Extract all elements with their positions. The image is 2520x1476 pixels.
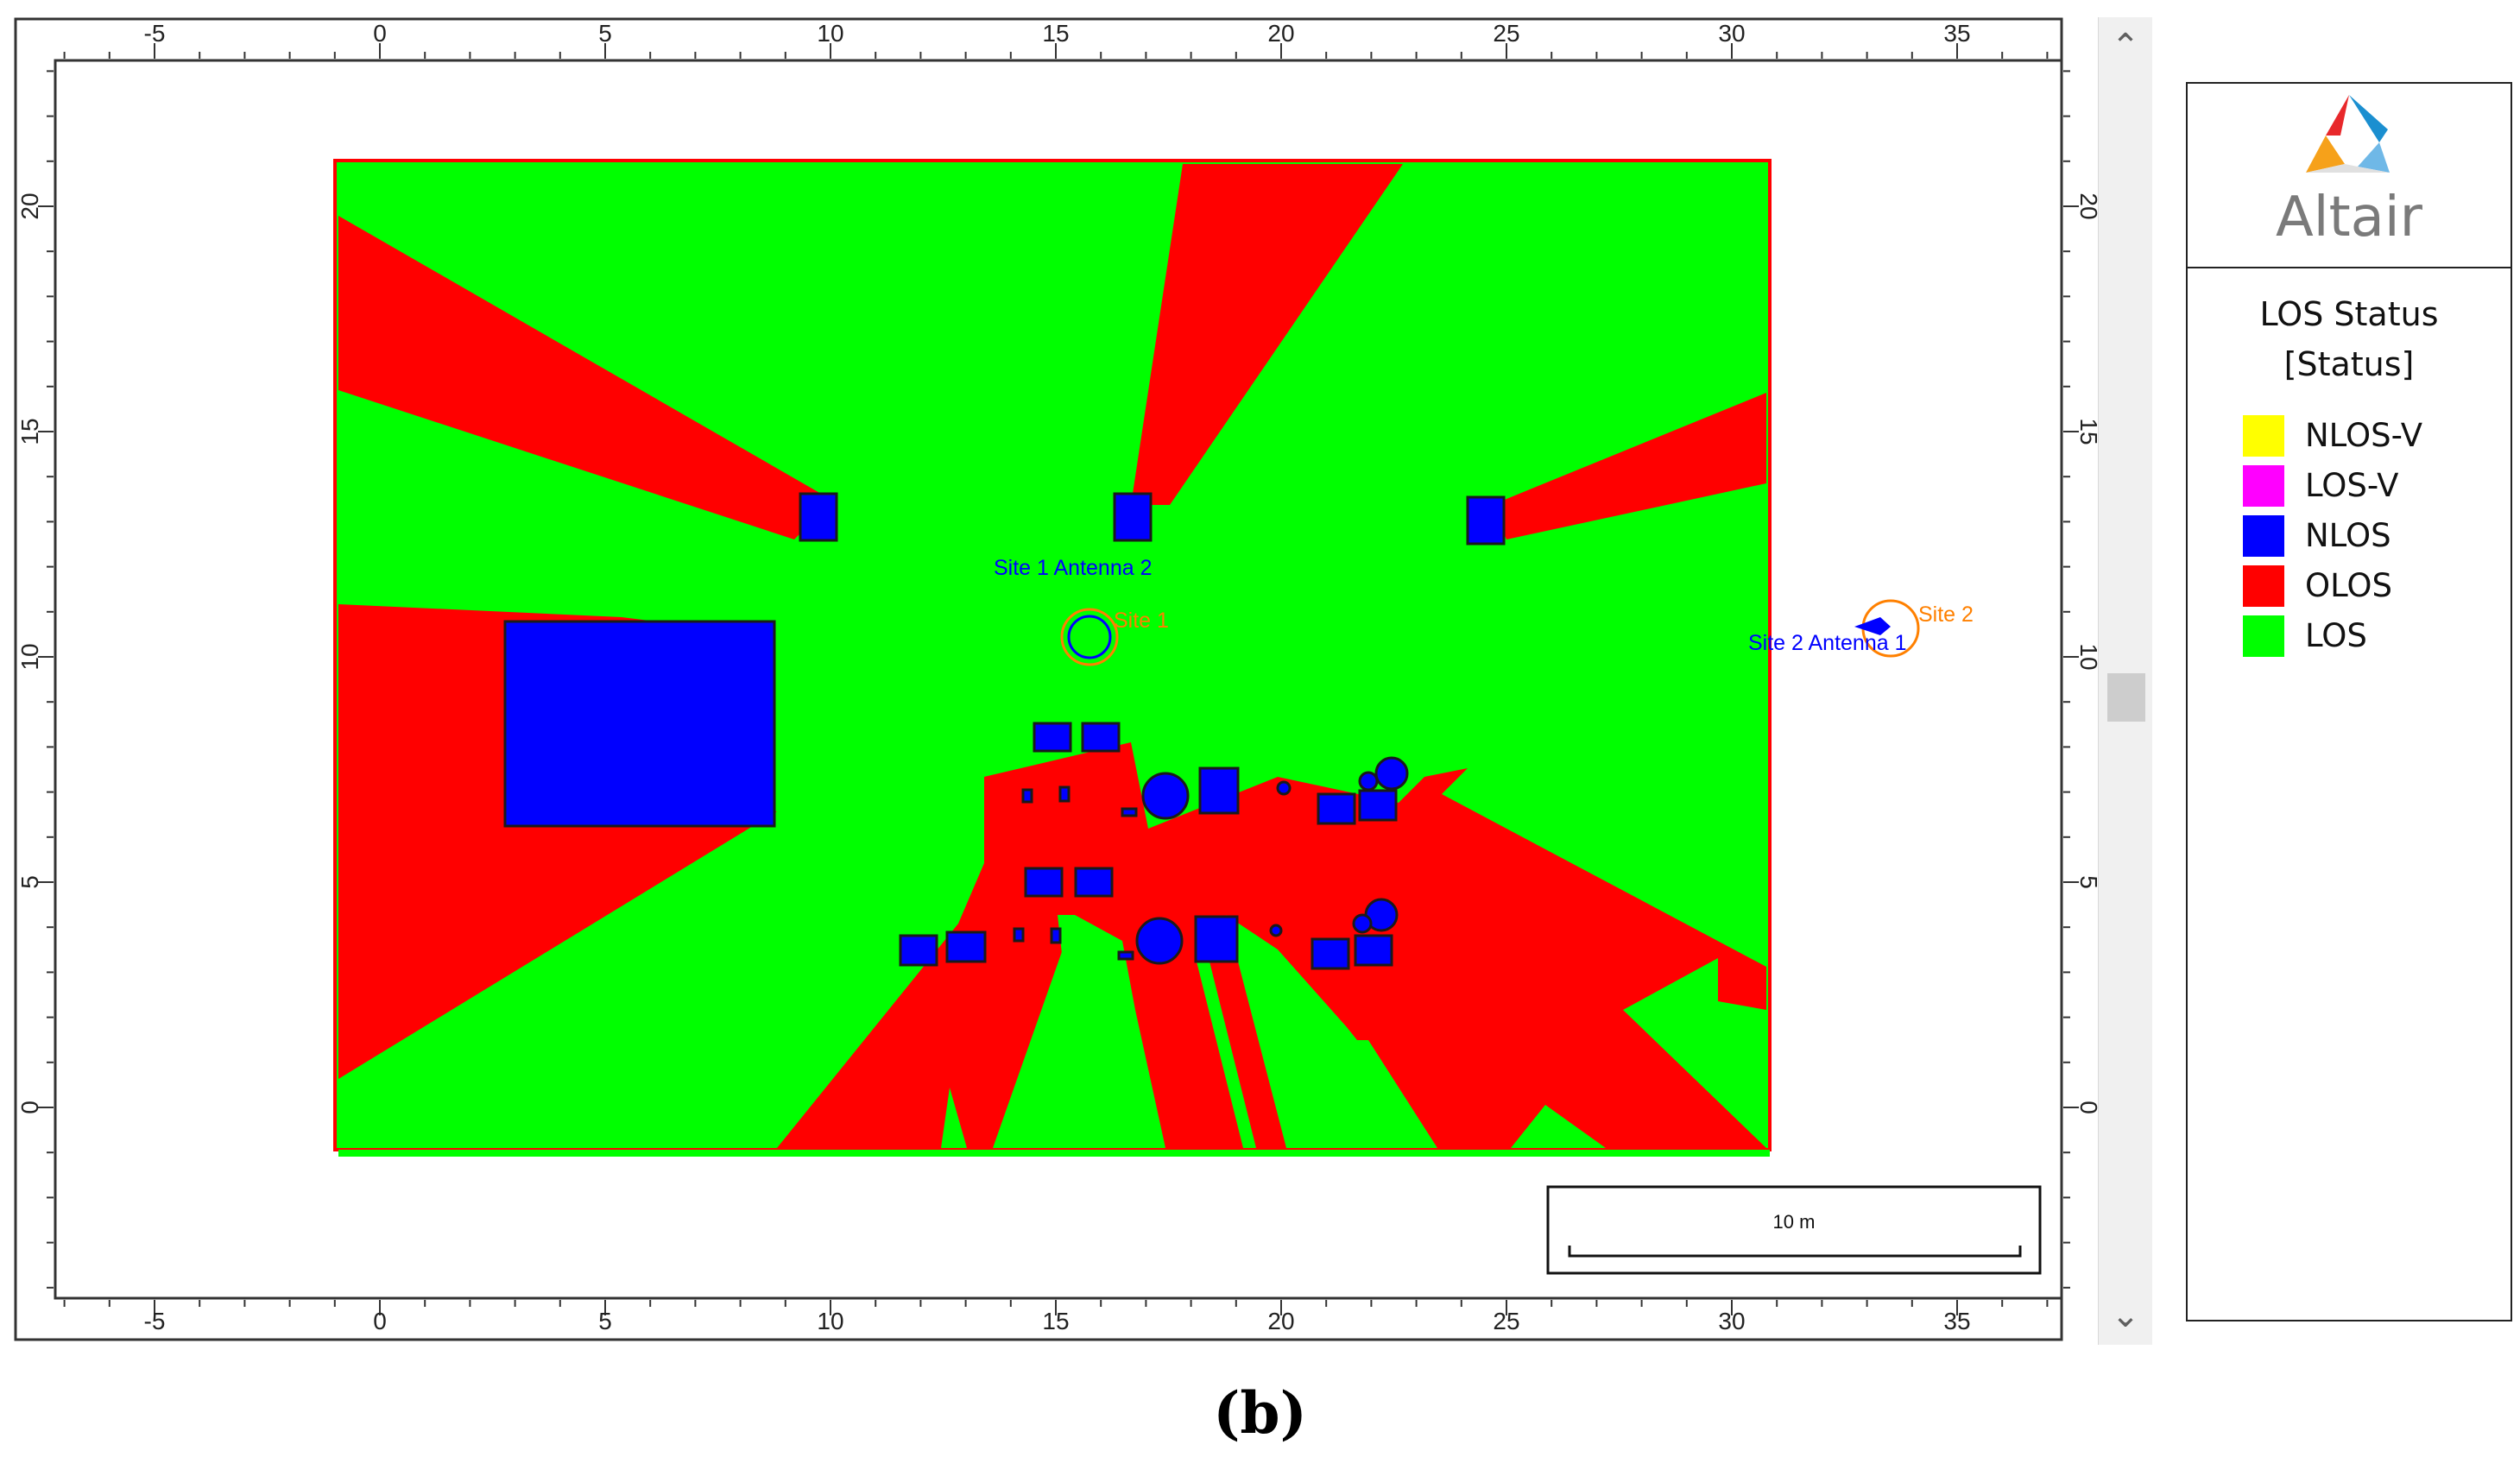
site-2-antenna-label: Site 2 Antenna 1	[1748, 631, 1906, 655]
obstacle	[1141, 772, 1190, 820]
legend-label: NLOS-V	[2305, 417, 2423, 454]
ruler-tick-label: 20	[1267, 1308, 1294, 1334]
obstacle	[1033, 722, 1072, 753]
scale-bar: 10 m	[1546, 1185, 2042, 1275]
legend-title: LOS Status	[2259, 295, 2439, 333]
altair-logo-icon	[2306, 95, 2390, 173]
legend-swatch	[2243, 615, 2284, 657]
obstacle	[1352, 913, 1373, 934]
ruler-tick-label: 0	[16, 1101, 43, 1114]
brand-name: Altair	[2276, 186, 2422, 249]
olos-region	[1492, 393, 1766, 539]
obstacle	[1311, 937, 1350, 970]
ruler-tick-label: 10	[2075, 643, 2098, 670]
ruler-tick-label: 20	[16, 192, 43, 219]
legend-swatch	[2243, 415, 2284, 457]
vertical-scrollbar[interactable]: ⌃ ⌄	[2098, 17, 2152, 1345]
ruler-tick-label: 15	[1042, 20, 1069, 47]
legend-swatch	[2243, 565, 2284, 607]
obstacle	[1058, 785, 1071, 803]
legend-panel: Altair LOS Status [Status] NLOS-V LOS-V NL…	[2186, 82, 2512, 1321]
site-1-marker[interactable]	[1060, 608, 1119, 666]
legend-label: LOS	[2305, 617, 2367, 654]
ruler-tick-label: 5	[2075, 875, 2098, 889]
nlos-obstacles	[503, 492, 1506, 970]
ruler-tick-label: 5	[598, 1308, 612, 1334]
ruler-tick-label: 0	[373, 1308, 387, 1334]
los-streak	[1058, 915, 1079, 993]
legend-swatch	[2243, 515, 2284, 557]
obstacle	[1081, 722, 1121, 753]
ruler-tick-label: 15	[2075, 418, 2098, 445]
obstacle	[1358, 771, 1379, 792]
obstacle	[1317, 792, 1356, 825]
legend-label: LOS-V	[2305, 467, 2399, 504]
obstacle	[1466, 495, 1506, 546]
ruler-tick-label: 20	[1267, 20, 1294, 47]
ruler-labels: -5 -5 0 0 5 5 10 10 15 15 20 20 25 25 30 30 35 35 20 20 15 15…	[16, 20, 2098, 1334]
ruler-tick-label: 15	[16, 418, 43, 445]
obstacle	[1113, 492, 1153, 542]
legend-subtitle: [Status]	[2283, 345, 2415, 383]
coverage-map[interactable]: -5 -5 0 0 5 5 10 10 15 15 20 20 25 25 30 30 35 35 20 20 15 15…	[0, 0, 2098, 1347]
olos-region	[338, 811, 777, 1079]
figure-caption: (b)	[1213, 1379, 1307, 1447]
los-streak	[1355, 1040, 1437, 1148]
legend-label: NLOS	[2305, 517, 2391, 554]
obstacle	[1024, 867, 1064, 898]
ruler-tick-label: 10	[817, 1308, 843, 1334]
ruler-tick-label: 25	[1493, 1308, 1519, 1334]
obstacle	[1374, 756, 1409, 791]
obstacle	[1074, 867, 1114, 898]
obstacle	[1194, 915, 1239, 963]
ruler-tick-label: 35	[1943, 20, 1970, 47]
site-2-marker[interactable]	[1854, 599, 1920, 658]
ruler-tick-label: -5	[144, 1308, 166, 1334]
ruler-tick-label: 10	[16, 643, 43, 670]
ruler-tick-label: 5	[598, 20, 612, 47]
obstacle	[1117, 950, 1134, 961]
ruler-tick-label: 30	[1718, 20, 1745, 47]
chevron-down-icon[interactable]: ⌄	[2111, 1296, 2140, 1335]
obstacle	[1276, 780, 1292, 796]
olos-region	[1131, 164, 1403, 505]
ruler-tick-label: -5	[144, 20, 166, 47]
olos-region	[777, 742, 1766, 1148]
obstacle	[1121, 807, 1138, 817]
ruler-tick-label: 0	[2075, 1101, 2098, 1114]
obstacle	[503, 620, 776, 828]
obstacle	[899, 934, 938, 967]
chevron-up-icon[interactable]: ⌃	[2111, 27, 2140, 66]
obstacle	[799, 492, 838, 542]
obstacle	[1358, 789, 1398, 822]
site-1-label: Site 1	[1114, 609, 1169, 633]
obstacle	[1354, 934, 1393, 967]
ruler-tick-label: 30	[1718, 1308, 1745, 1334]
site-1-antenna-label: Site 1 Antenna 2	[994, 556, 1152, 580]
obstacle	[1050, 927, 1062, 944]
obstacle	[1198, 766, 1240, 815]
los-streak	[338, 1150, 1770, 1157]
ruler-tick-label: 10	[817, 20, 843, 47]
site-2-label: Site 2	[1918, 602, 1974, 627]
obstacle	[1013, 927, 1025, 943]
ruler-tick-label: 15	[1042, 1308, 1069, 1334]
obstacle	[1135, 917, 1184, 965]
scale-bar-label: 10 m	[1773, 1211, 1816, 1233]
ruler-tick-label: 25	[1493, 20, 1519, 47]
obstacle	[1269, 924, 1283, 937]
ruler-tick-label: 5	[16, 875, 43, 889]
los-streak	[1196, 958, 1256, 1148]
scrollbar-thumb[interactable]	[2107, 673, 2145, 722]
ruler-tick-label: 0	[373, 20, 387, 47]
obstacle	[945, 930, 987, 963]
obstacle	[1021, 788, 1033, 804]
altair-logo: Altair	[2188, 84, 2511, 268]
ruler-ticks	[38, 43, 2079, 1315]
olos-region	[338, 216, 833, 539]
legend-label: OLOS	[2305, 567, 2393, 604]
legend-swatch	[2243, 465, 2284, 507]
ruler-tick-label: 35	[1943, 1308, 1970, 1334]
ruler-tick-label: 20	[2075, 192, 2098, 219]
